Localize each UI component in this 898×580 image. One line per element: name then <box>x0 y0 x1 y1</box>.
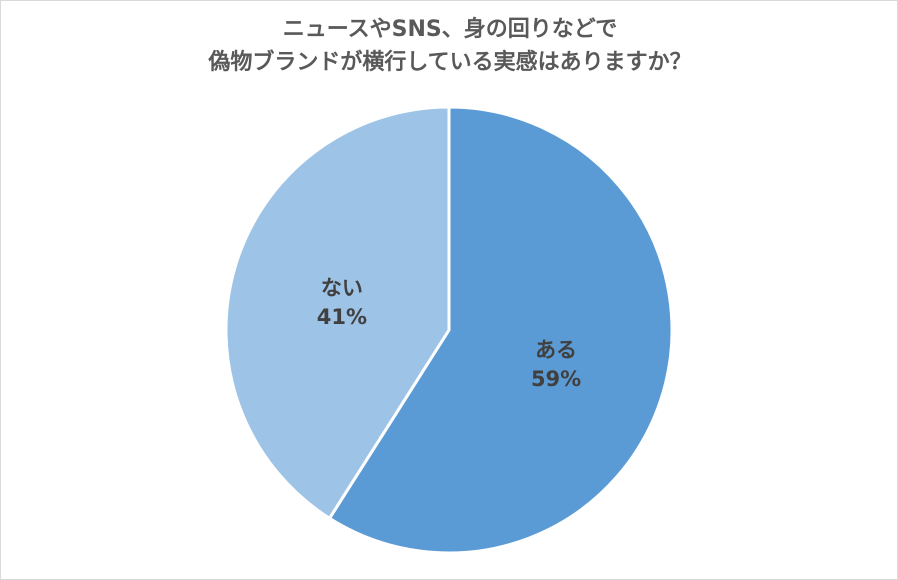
slice-value-label: 41% <box>317 305 367 329</box>
pie-slice-0 <box>328 105 674 555</box>
pie-slice-1 <box>224 105 451 520</box>
slice-value-label: 59% <box>531 367 581 391</box>
slice-category-label: ない <box>321 276 363 300</box>
chart-title-line-2: 偽物ブランドが横行している実感はありますか？ <box>208 50 692 75</box>
chart-title: ニュースやSNS、身の回りなどで 偽物ブランドが横行している実感はありますか？ <box>1 13 898 79</box>
slice-category-label: ある <box>535 338 577 362</box>
chart-title-line-1: ニュースやSNS、身の回りなどで <box>282 17 618 42</box>
